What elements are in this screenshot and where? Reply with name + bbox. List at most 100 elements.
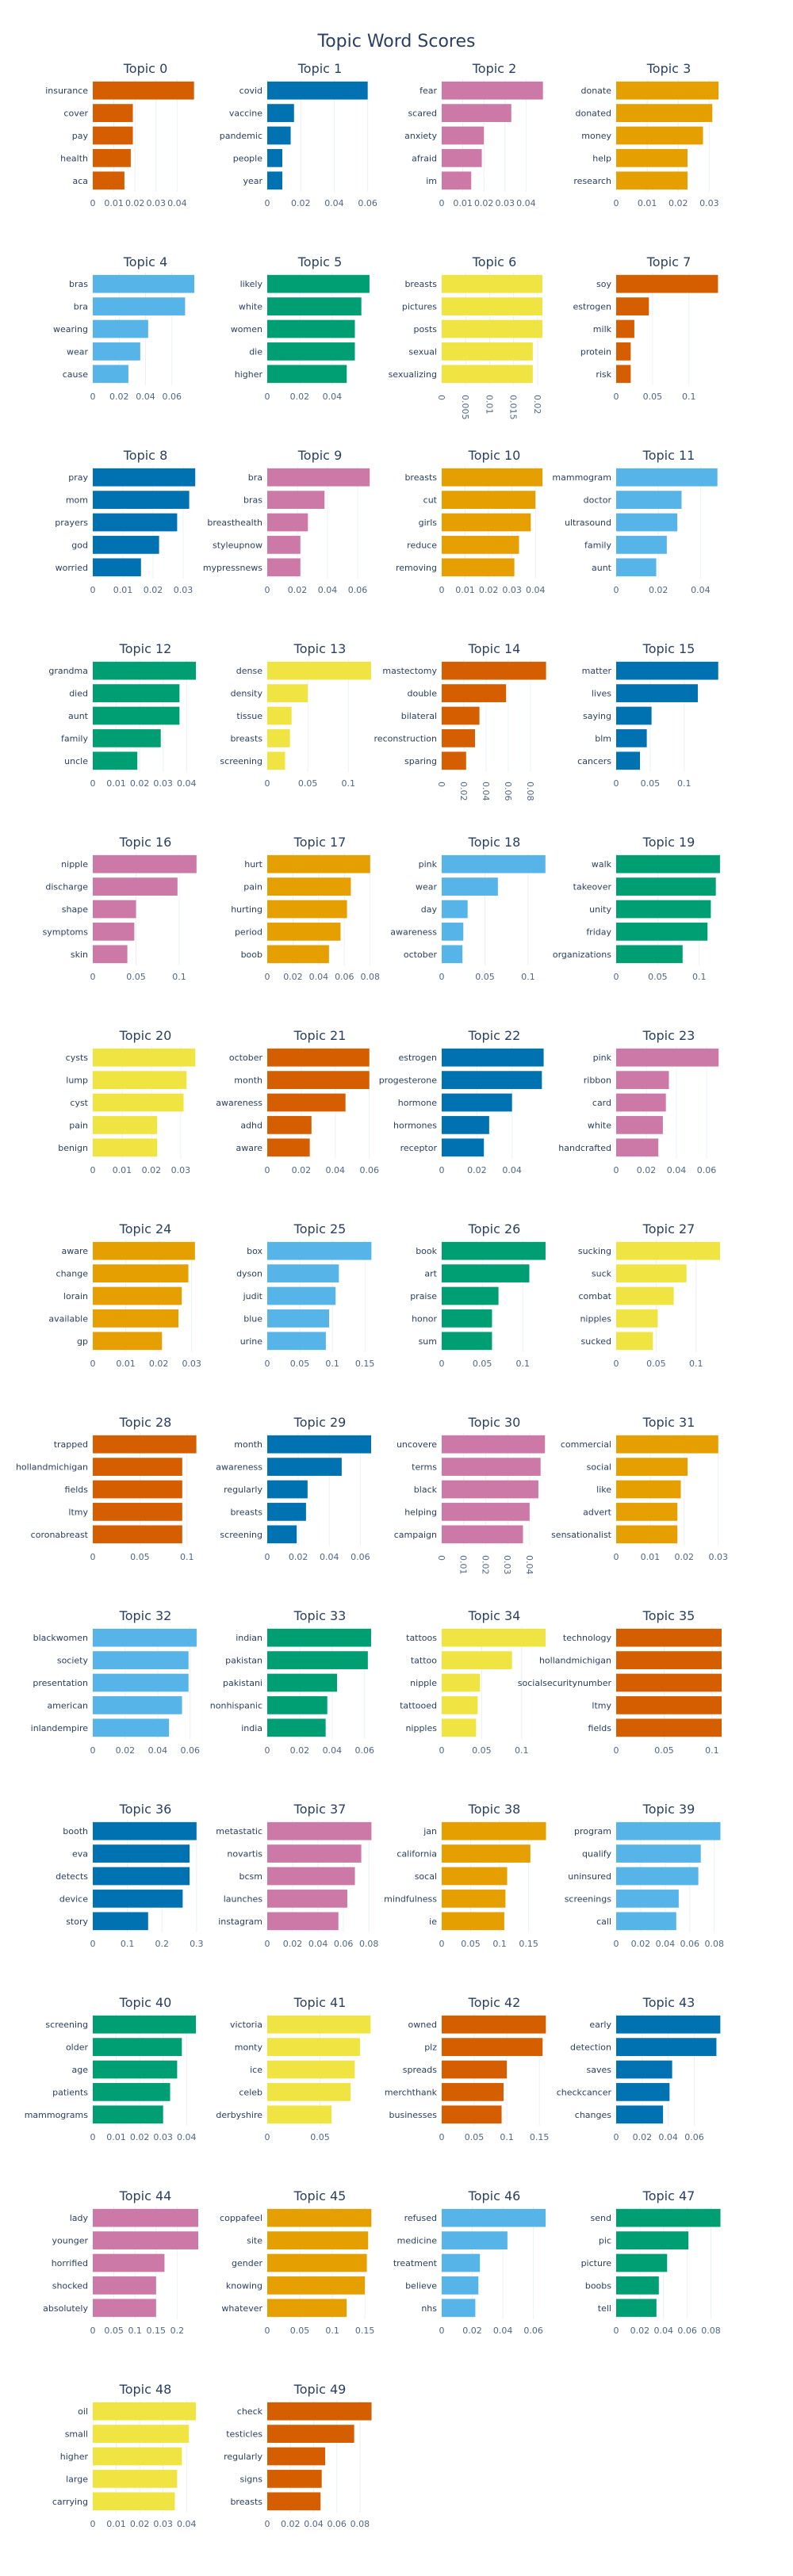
- category-label: qualify: [582, 1849, 611, 1859]
- x-tick-label: 0.04: [524, 1555, 534, 1575]
- bar-praise: [442, 1286, 499, 1305]
- category-label: die: [249, 346, 262, 357]
- category-label: bcsm: [239, 1871, 262, 1882]
- category-label: book: [416, 1246, 437, 1256]
- bar-black: [442, 1480, 538, 1499]
- bar-pink: [442, 854, 546, 873]
- subplot-title: Topic 10: [468, 448, 521, 463]
- subplot-title: Topic 43: [642, 1995, 695, 2010]
- bar-horrified: [93, 2253, 165, 2272]
- category-label: estrogen: [398, 1053, 437, 1063]
- bar-tattooed: [442, 1696, 478, 1714]
- category-label: early: [589, 2020, 611, 2030]
- subplot-title: Topic 14: [468, 641, 521, 656]
- bar-check: [267, 2402, 372, 2421]
- bar-coronabreast: [93, 1525, 182, 1544]
- x-tick-label: 0: [614, 2326, 619, 2336]
- bar-box: [267, 1241, 372, 1260]
- bar-nhs: [442, 2299, 476, 2318]
- category-label: uncle: [64, 756, 88, 766]
- x-tick-label: 0.01: [641, 1552, 661, 1562]
- bar-celeb: [267, 2083, 351, 2101]
- bar-family: [93, 729, 161, 747]
- category-label: novartis: [227, 1849, 262, 1859]
- x-tick-label: 0.02: [291, 198, 311, 208]
- category-label: ltmy: [592, 1700, 611, 1710]
- category-label: family: [61, 733, 88, 743]
- x-tick-label: 0.01: [116, 1359, 136, 1369]
- category-label: detects: [56, 1871, 88, 1882]
- x-tick-label: 0: [265, 1359, 270, 1369]
- x-tick-label: 0.1: [516, 1359, 531, 1369]
- x-tick-label: 0.05: [646, 1359, 666, 1369]
- category-label: walk: [592, 859, 612, 869]
- x-tick-label: 0.15: [355, 2326, 375, 2336]
- category-label: hormones: [393, 1120, 437, 1130]
- x-tick-label: 0.06: [181, 1745, 201, 1756]
- x-tick-label: 0.1: [705, 1745, 719, 1756]
- bar-social: [616, 1458, 688, 1476]
- x-tick-label: 0.06: [684, 2132, 704, 2142]
- subplot-topic-22: Topic 22 estrogen progesterone hormone hormo…: [379, 1028, 544, 1175]
- bar-aware: [93, 1241, 195, 1260]
- bar-medicine: [442, 2231, 508, 2249]
- category-label: people: [233, 153, 263, 163]
- category-label: cyst: [70, 1098, 88, 1108]
- bar-saying: [616, 706, 652, 725]
- x-tick-label: 0: [90, 585, 96, 595]
- bar-believe: [442, 2276, 479, 2295]
- x-tick-label: 0.04: [167, 198, 187, 208]
- bar-testicles: [267, 2425, 354, 2443]
- category-label: small: [65, 2429, 88, 2440]
- x-tick-label: 0.02: [130, 2519, 150, 2529]
- category-label: wear: [67, 346, 89, 357]
- subplot-title: Topic 29: [293, 1415, 347, 1430]
- category-label: owned: [408, 2020, 437, 2030]
- category-label: styleupnow: [213, 540, 262, 550]
- category-label: detection: [570, 2043, 611, 2053]
- subplot-title: Topic 39: [642, 1802, 695, 1817]
- category-label: checkcancer: [557, 2087, 612, 2097]
- bar-eva: [93, 1844, 190, 1863]
- x-tick-label: 0.3: [190, 1939, 204, 1949]
- bar-change: [93, 1264, 189, 1282]
- bar-novartis: [267, 1844, 362, 1863]
- x-tick-label: 0.04: [323, 392, 343, 402]
- bar-health: [93, 149, 131, 167]
- category-label: shape: [62, 904, 88, 915]
- category-label: breasts: [404, 472, 437, 483]
- bar-reduce: [442, 536, 519, 554]
- category-label: mom: [66, 495, 88, 506]
- bar-nipples: [442, 1718, 477, 1737]
- x-tick-label: 0.06: [523, 2326, 543, 2336]
- subplot-title: Topic 24: [119, 1221, 172, 1236]
- x-tick-label: 0.1: [677, 778, 691, 789]
- bar-socialsecuritynumber: [616, 1673, 722, 1692]
- category-label: available: [48, 1313, 88, 1324]
- x-tick-label: 0.06: [697, 1165, 717, 1175]
- x-tick-label: 0: [90, 1745, 96, 1756]
- bar-ice: [267, 2060, 355, 2079]
- category-label: health: [60, 153, 88, 163]
- subplot-topic-34: Topic 34 tattoos tattoo nipple tattooed nippl…: [400, 1608, 546, 1756]
- bar-coppafeel: [267, 2208, 372, 2227]
- x-tick-label: 0.02: [116, 1745, 136, 1756]
- subplot-title: Topic 21: [293, 1028, 347, 1043]
- x-tick-label: 0.03: [153, 2519, 173, 2529]
- category-label: horrified: [52, 2258, 88, 2268]
- bar-posts: [442, 319, 542, 338]
- category-label: praise: [410, 1291, 437, 1301]
- category-label: blm: [595, 733, 611, 743]
- x-tick-label: 0.01: [113, 585, 133, 595]
- x-tick-label: 0.03: [708, 1552, 728, 1562]
- category-label: day: [421, 904, 438, 915]
- x-tick-label: 0.02: [149, 1359, 169, 1369]
- x-tick-label: 0.05: [475, 972, 495, 982]
- category-label: mindfulness: [384, 1894, 437, 1904]
- category-label: year: [243, 176, 262, 186]
- bar-scared: [442, 104, 511, 122]
- category-label: age: [72, 2065, 89, 2075]
- bar-double: [442, 684, 507, 702]
- subplot-topic-15: Topic 15 matter lives saying blm cancers 0 0.05…: [577, 641, 718, 789]
